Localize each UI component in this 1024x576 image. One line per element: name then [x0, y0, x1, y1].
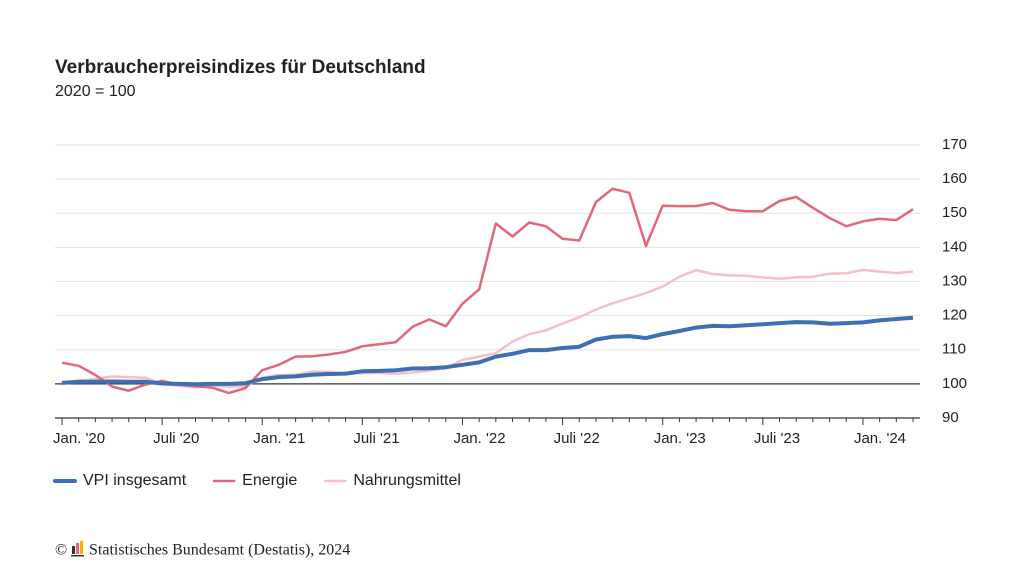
logo-bar [76, 543, 79, 554]
footer: © Statistisches Bundesamt (Destatis), 20… [55, 541, 350, 559]
x-tick-label: Juli '20 [153, 430, 199, 447]
series-line [61, 315, 914, 387]
y-tick-label: 110 [942, 341, 966, 358]
y-tick-label: 160 [942, 170, 967, 187]
legend-label: Nahrungsmittel [353, 472, 461, 489]
x-tick-label: Juli '22 [554, 430, 600, 447]
logo-bar [80, 541, 83, 554]
x-tick-label: Jan. '21 [253, 430, 305, 447]
chart-title: Verbraucherpreisindizes für Deutschland [55, 57, 426, 78]
copyright: © [55, 542, 67, 559]
y-tick-label: 130 [942, 272, 967, 289]
source: Statistisches Bundesamt (Destatis), 2024 [89, 542, 350, 559]
series-line [61, 187, 914, 395]
y-tick-label: 140 [942, 238, 967, 255]
y-tick-label: 170 [942, 136, 967, 153]
x-tick-label: Jan. '22 [453, 430, 505, 447]
series-line [61, 268, 914, 389]
y-tick-label: 120 [942, 307, 967, 324]
x-tick-label: Juli '23 [754, 430, 800, 447]
x-tick-label: Juli '21 [353, 430, 399, 447]
logo-base [71, 555, 84, 557]
logo-bar [72, 546, 75, 554]
x-tick-label: Jan. '20 [53, 430, 105, 447]
y-tick-label: 100 [942, 375, 967, 392]
y-tick-label: 150 [942, 204, 967, 221]
legend-label: VPI insgesamt [83, 472, 187, 489]
x-tick-label: Jan. '24 [854, 430, 906, 447]
x-tick-label: Jan. '23 [654, 430, 706, 447]
chart-subtitle: 2020 = 100 [55, 83, 136, 100]
legend-label: Energie [242, 472, 297, 489]
y-tick-label: 90 [942, 409, 959, 426]
